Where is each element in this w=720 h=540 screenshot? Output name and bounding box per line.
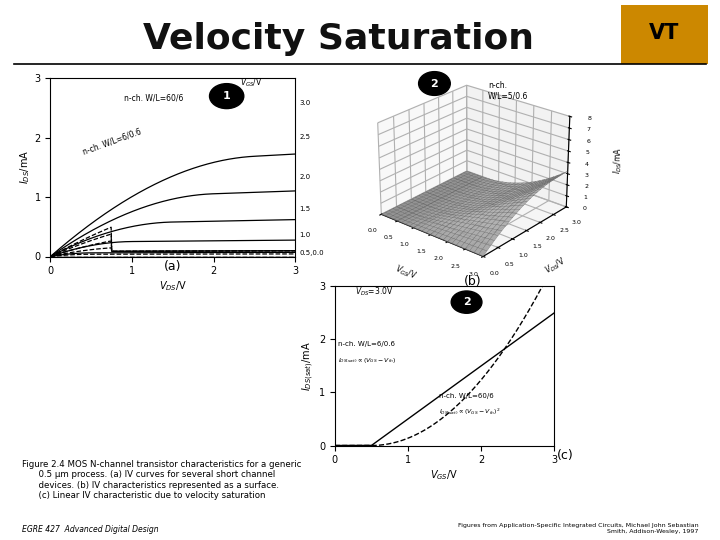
Y-axis label: $I_{DS(sat)}$/mA: $I_{DS(sat)}$/mA (301, 341, 316, 391)
Text: 2: 2 (431, 78, 438, 89)
Text: Figure 2.4 MOS N-channel transistor characteristics for a generic
      0.5 μm p: Figure 2.4 MOS N-channel transistor char… (22, 460, 301, 500)
Text: 3.0: 3.0 (300, 100, 310, 106)
Text: n-ch. W/L=6/0.6: n-ch. W/L=6/0.6 (81, 127, 143, 157)
Text: 1.0: 1.0 (300, 232, 310, 238)
Text: (b): (b) (464, 275, 481, 288)
Text: EGRE 427  Advanced Digital Design: EGRE 427 Advanced Digital Design (22, 524, 158, 534)
Text: 2: 2 (463, 297, 470, 307)
Text: $V_{GS}$/V: $V_{GS}$/V (240, 77, 262, 89)
Text: (c): (c) (557, 449, 574, 462)
Text: n-ch. W/L=60/6: n-ch. W/L=60/6 (438, 393, 493, 399)
Text: n-ch. W/L=60/6: n-ch. W/L=60/6 (124, 94, 183, 103)
Text: $V_{DS}$=3.0V: $V_{DS}$=3.0V (355, 285, 394, 298)
Text: 2.5: 2.5 (300, 133, 310, 139)
Text: n-ch.
W/L=5/0.6: n-ch. W/L=5/0.6 (488, 80, 528, 100)
Y-axis label: $I_{DS}$/mA: $I_{DS}$/mA (18, 150, 32, 185)
Text: 1.5: 1.5 (300, 206, 310, 212)
Y-axis label: $V_{DS}$/V: $V_{DS}$/V (542, 255, 568, 278)
Text: VT: VT (649, 23, 680, 43)
Text: Velocity Saturation: Velocity Saturation (143, 22, 534, 56)
X-axis label: $V_{GS}$/V: $V_{GS}$/V (393, 263, 419, 283)
Text: 2.0: 2.0 (300, 174, 310, 180)
Text: Figures from Application-Specific Integrated Circuits, Michael John Sebastian
Sm: Figures from Application-Specific Integr… (458, 523, 698, 534)
Text: n-ch. W/L=6/0.6: n-ch. W/L=6/0.6 (338, 341, 395, 347)
Text: 1: 1 (222, 91, 230, 101)
Circle shape (451, 291, 482, 313)
Polygon shape (621, 5, 708, 64)
Circle shape (210, 84, 244, 109)
Text: $I_{DS(sat)}\propto(V_{GS}-V_{th})$: $I_{DS(sat)}\propto(V_{GS}-V_{th})$ (338, 356, 397, 365)
X-axis label: $V_{GS}$/V: $V_{GS}$/V (431, 468, 459, 482)
Text: (a): (a) (164, 260, 181, 273)
Text: $I_{DS(sat)}\propto(V_{GS}-V_{th})^2$: $I_{DS(sat)}\propto(V_{GS}-V_{th})^2$ (438, 406, 500, 416)
X-axis label: $V_{DS}$/V: $V_{DS}$/V (158, 279, 187, 293)
Text: 0.5,0.0: 0.5,0.0 (300, 250, 324, 256)
